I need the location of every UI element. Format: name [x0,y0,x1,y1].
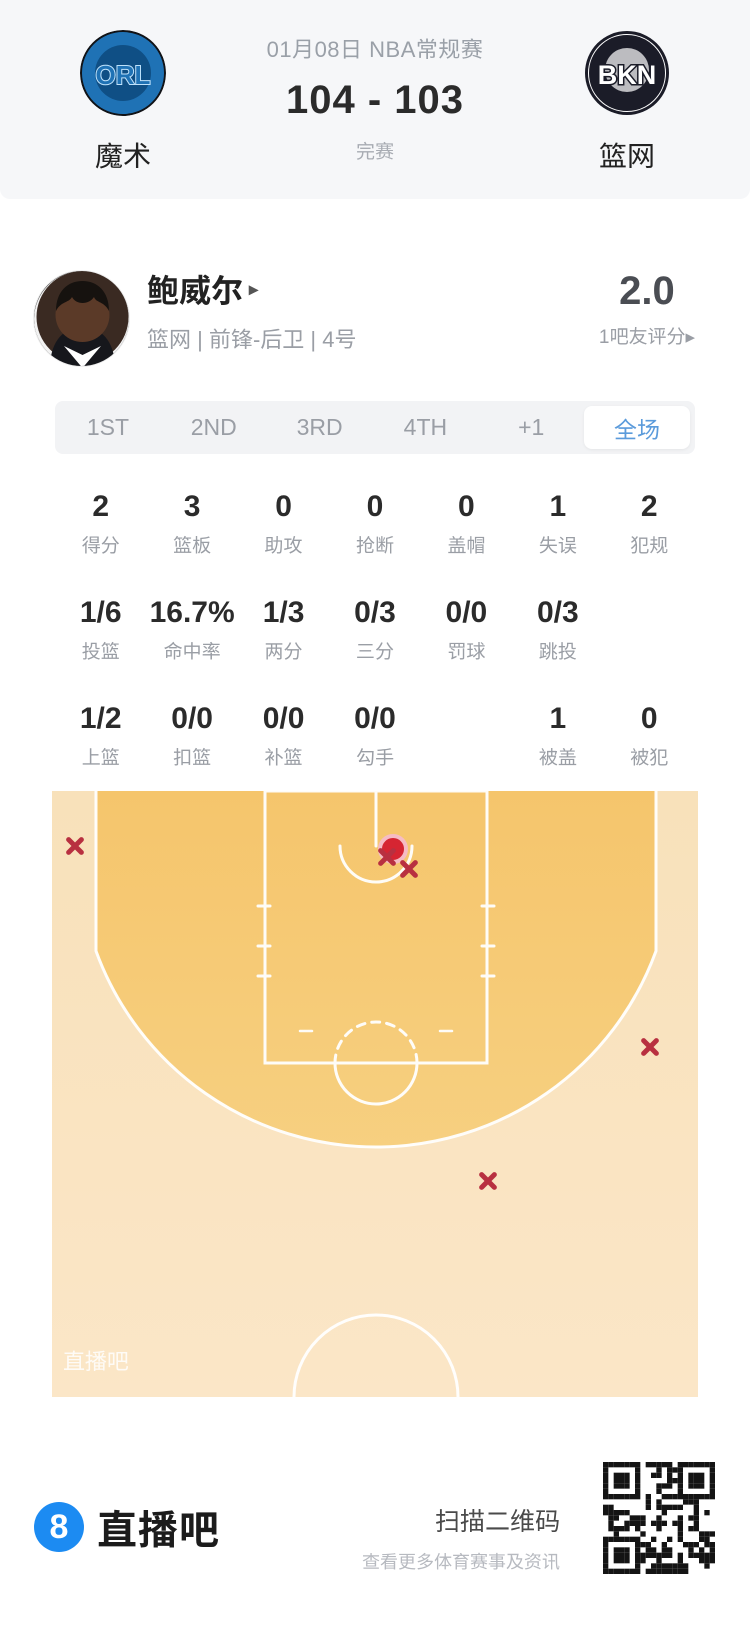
svg-text:ORL: ORL [96,60,151,90]
svg-text:8: 8 [50,1508,69,1546]
svg-text:BKN: BKN [598,60,657,90]
svg-text:直播吧: 直播吧 [63,1344,129,1376]
